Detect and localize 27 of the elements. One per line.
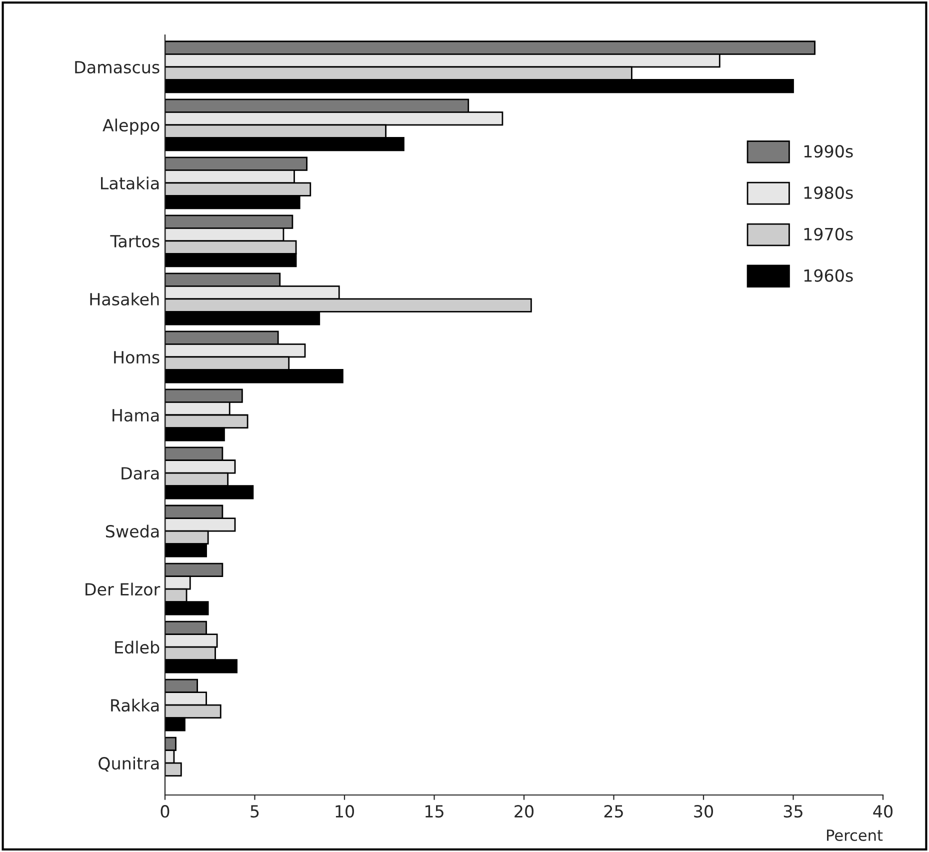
y-tick-label: Rakka: [111, 698, 159, 712]
y-tick-label: Aleppo: [102, 118, 160, 135]
x-tick-label: 5: [250, 805, 259, 818]
y-tick-label: Damascus: [75, 61, 160, 74]
y-tick-label: Hama: [112, 409, 159, 422]
x-tick-label: 30: [694, 805, 713, 818]
legend-label: 1970s: [804, 228, 853, 240]
y-tick-label: Sweda: [106, 524, 159, 538]
legend-label: 1980s: [804, 186, 853, 200]
legend-label: 1990s: [804, 144, 853, 158]
x-tick-label: 0: [160, 805, 170, 818]
y-tick-label: Edleb: [115, 640, 160, 654]
x-tick-label: 40: [873, 805, 892, 818]
y-tick-label: Tartos: [110, 235, 160, 248]
y-tick-label: Qunitra: [98, 756, 159, 772]
x-tick-label: 35: [784, 805, 802, 818]
y-tick-label: Hasakeh: [90, 292, 159, 306]
x-tick-label: 10: [336, 805, 354, 818]
y-tick-label: Latakia: [101, 176, 159, 190]
x-tick-label: 20: [514, 805, 534, 818]
x-axis-title: Percent: [827, 830, 883, 842]
y-tick-label: Dara: [122, 467, 159, 480]
legend-label: 1960s: [804, 269, 853, 282]
y-tick-label: Homs: [114, 351, 160, 364]
x-tick-label: 15: [425, 805, 444, 818]
y-tick-label: Der Elzor: [86, 582, 160, 596]
x-tick-label: 25: [604, 805, 623, 818]
